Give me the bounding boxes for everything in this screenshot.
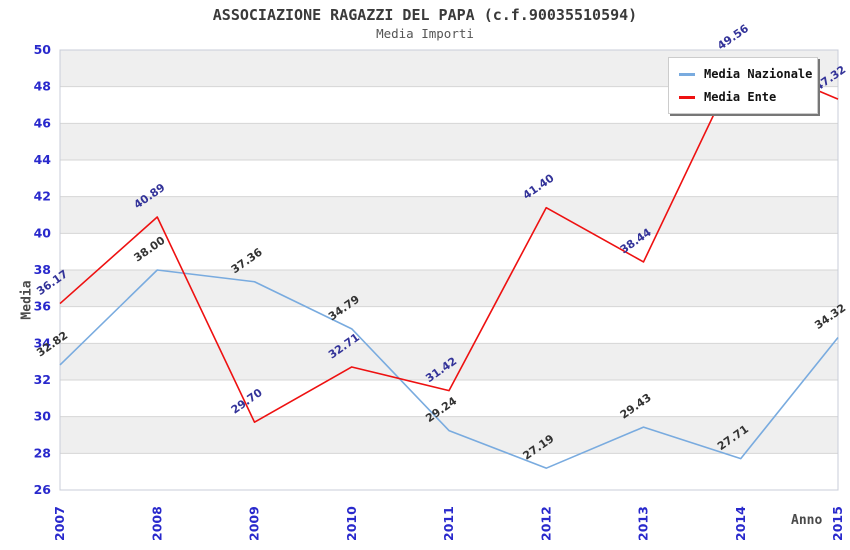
x-tick-label: 2013 [636, 506, 651, 541]
x-tick-label: 2009 [247, 506, 262, 541]
x-tick-label: 2014 [733, 506, 748, 541]
legend-item-media-nazionale: Media Nazionale [679, 67, 812, 81]
x-tick-label: 2008 [149, 506, 164, 541]
chart-subtitle: Media Importi [376, 26, 474, 41]
y-tick-label: 50 [34, 42, 52, 57]
data-label-media-ente: 29.70 [229, 386, 265, 417]
line-swatch-icon [679, 72, 695, 76]
y-axis-title: Media [19, 280, 35, 320]
chart-title: ASSOCIAZIONE RAGAZZI DEL PAPA (c.f.90035… [212, 6, 638, 24]
series-line-media-nazionale [59, 269, 839, 469]
y-tick-label: 46 [34, 115, 52, 130]
x-tick-label: 2011 [441, 506, 456, 541]
legend-label: Media Ente [704, 90, 777, 104]
y-tick-label: 40 [34, 225, 52, 240]
y-tick-label: 32 [34, 372, 51, 387]
y-tick-label: 34 [34, 335, 52, 350]
y-tick-label: 28 [34, 445, 51, 460]
y-tick-label: 38 [34, 262, 51, 277]
data-label-media-ente: 49.56 [715, 22, 751, 53]
plot-band [60, 343, 838, 380]
plot-band [60, 196, 838, 234]
plot-band [60, 270, 838, 307]
plot-border [59, 49, 839, 491]
x-tick-label: 2015 [830, 506, 845, 541]
x-axis-title: Anno [791, 513, 823, 528]
series-line-media-ente [59, 57, 839, 423]
data-label-media-nazionale: 38.00 [132, 234, 168, 265]
y-tick-label: 44 [34, 152, 52, 167]
y-tick-label: 26 [34, 482, 52, 497]
plot-band [60, 416, 838, 454]
y-tick-label: 42 [34, 189, 51, 204]
plot-band [60, 123, 838, 160]
legend-item-media-ente: Media Ente [679, 90, 807, 104]
line-swatch-icon [679, 95, 695, 99]
y-tick-label: 30 [34, 409, 52, 424]
y-tick-label: 48 [34, 79, 51, 94]
x-tick-label: 2007 [52, 506, 67, 541]
x-tick-label: 2012 [538, 506, 553, 541]
legend: Media Nazionale Media Ente [668, 57, 818, 114]
y-tick-label: 36 [34, 299, 52, 314]
x-tick-label: 2010 [344, 506, 359, 541]
legend-label: Media Nazionale [704, 67, 813, 81]
